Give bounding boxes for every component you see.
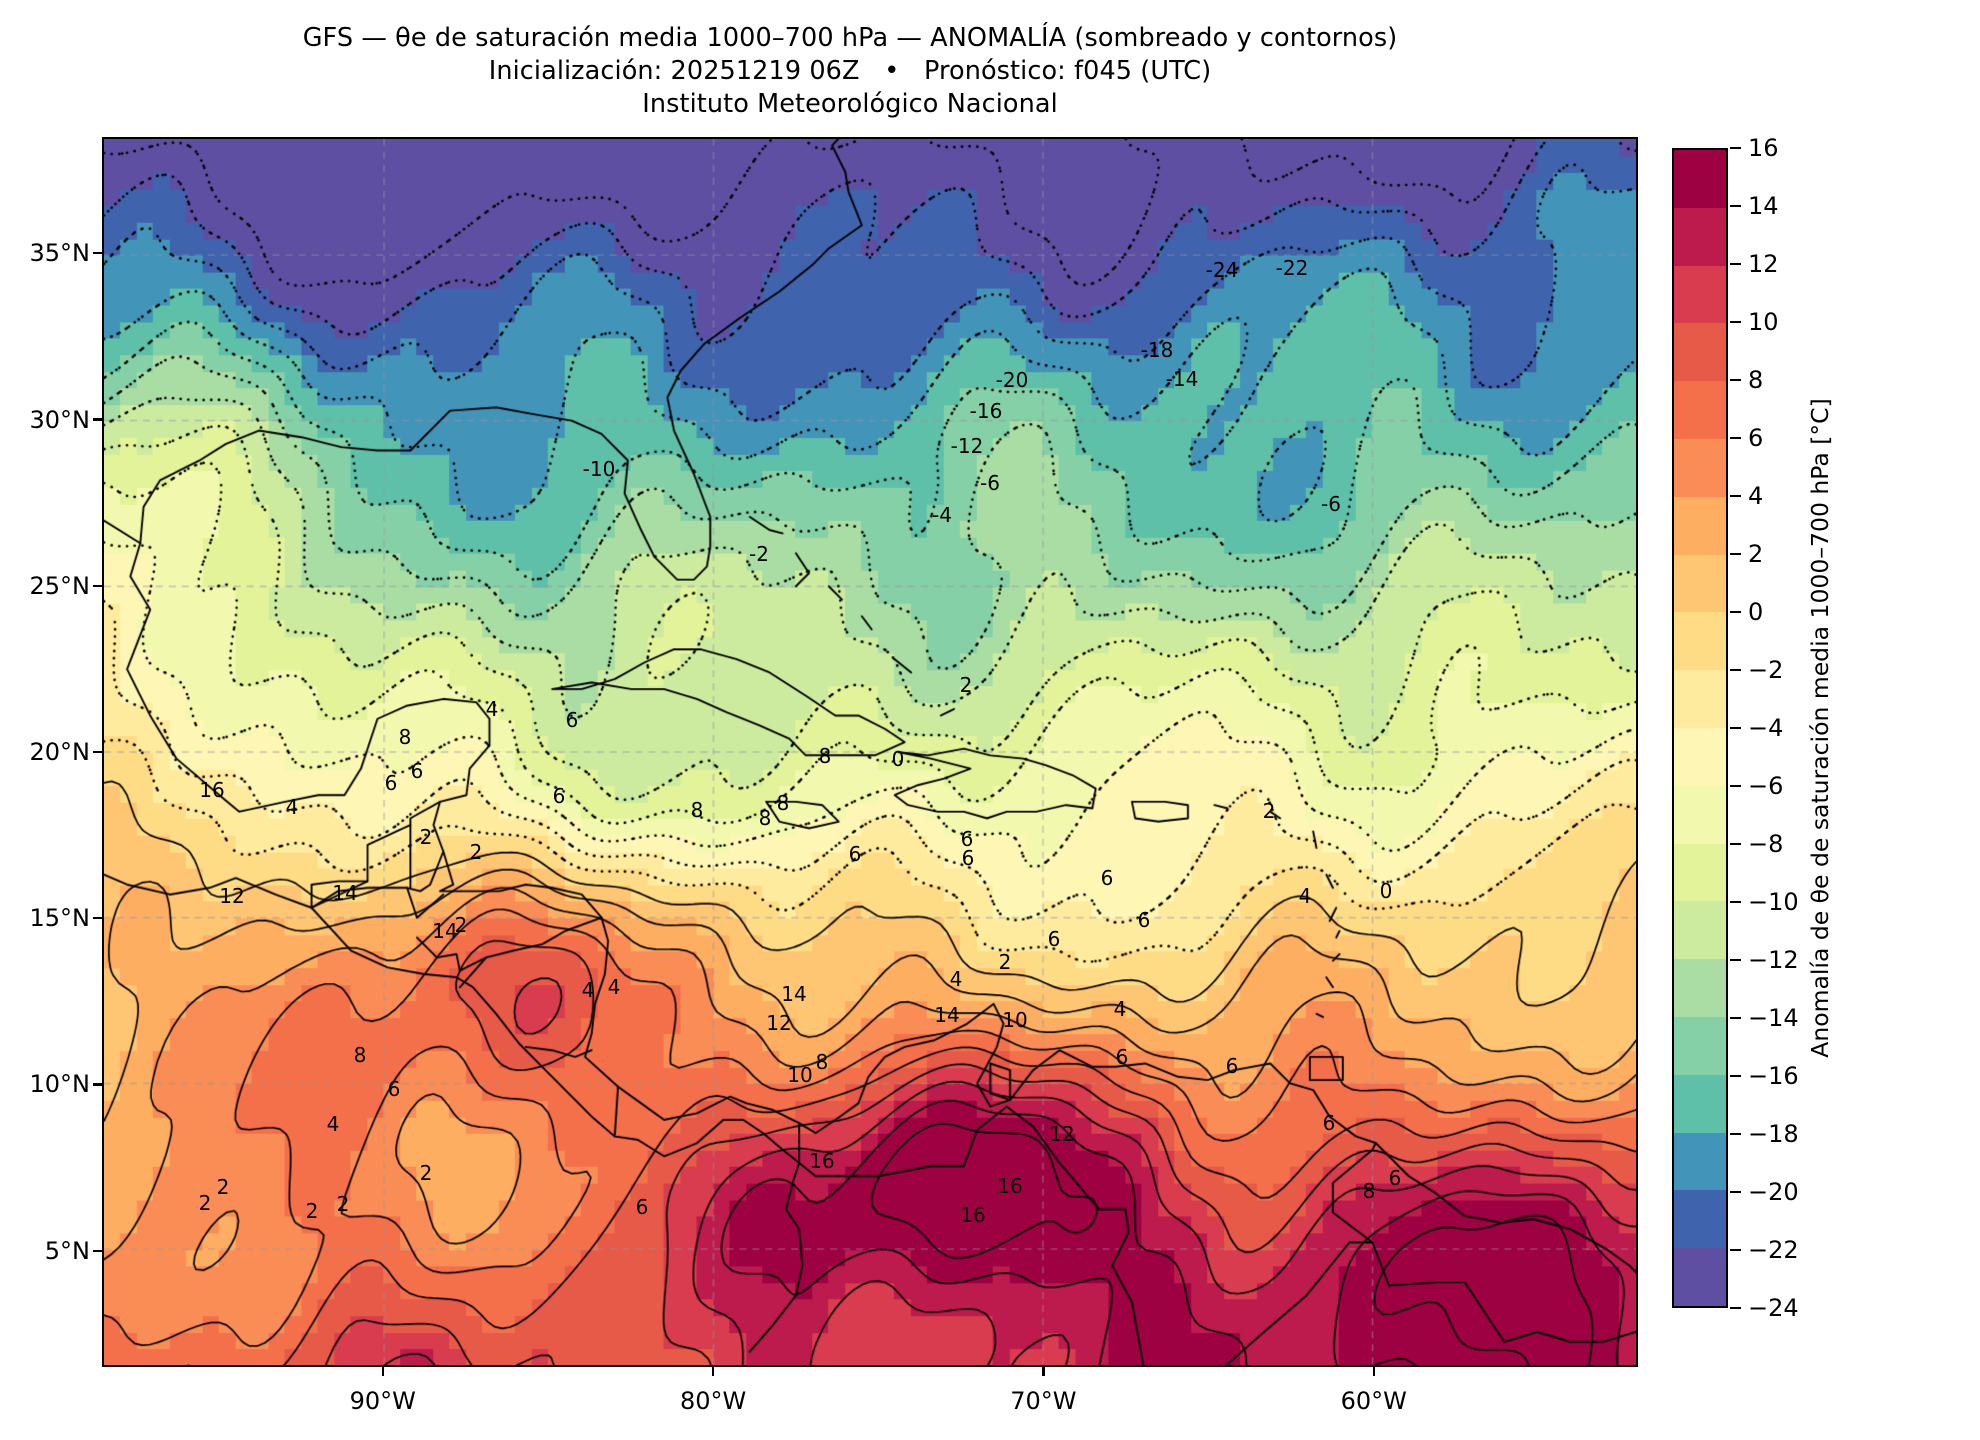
colorbar-band — [1674, 785, 1726, 844]
colorbar-tick-mark — [1730, 842, 1741, 846]
colorbar-tick-mark — [1730, 204, 1741, 208]
longitude-tick-mark — [711, 1367, 715, 1376]
latitude-tick-mark — [93, 1249, 102, 1252]
colorbar-tick-mark — [1730, 1132, 1741, 1136]
colorbar-band — [1674, 612, 1726, 671]
colorbar-tick-label: −8 — [1748, 830, 1784, 858]
colorbar-tick-label: −10 — [1748, 888, 1799, 916]
colorbar-band — [1674, 1016, 1726, 1075]
title-block: GFS — θe de saturación media 1000–700 hP… — [0, 22, 1700, 121]
colorbar-tick-label: 4 — [1748, 482, 1764, 510]
latitude-tick-label: 25°N — [29, 571, 91, 600]
colorbar-tick-label: 8 — [1748, 366, 1764, 394]
colorbar-band — [1674, 1132, 1726, 1191]
colorbar-band — [1674, 554, 1726, 613]
colorbar-band — [1674, 1074, 1726, 1133]
colorbar-tick-label: −6 — [1748, 772, 1784, 800]
colorbar-tick-label: −4 — [1748, 714, 1784, 742]
map-plot-area: -24 -22 -18 -20 -14 -16 -12 -10 -6 -6 -4 -2 2 4 6 8 8 0 6 6… — [102, 137, 1638, 1367]
latitude-tick-label: 5°N — [44, 1236, 90, 1265]
colorbar-tick-label: 14 — [1748, 192, 1779, 220]
colorbar-tick-mark — [1730, 146, 1741, 150]
longitude-tick-label: 70°W — [1010, 1387, 1077, 1415]
colorbar-band — [1674, 496, 1726, 555]
colorbar-band — [1674, 843, 1726, 902]
chart-title-line-1: GFS — θe de saturación media 1000–700 hP… — [302, 23, 1398, 53]
latitude-tick-mark — [93, 584, 102, 587]
colorbar-tick-label: 12 — [1748, 250, 1779, 278]
colorbar-tick-label: −18 — [1748, 1120, 1799, 1148]
colorbar-tick-mark — [1730, 436, 1741, 440]
longitude-tick-label: 90°W — [349, 1387, 416, 1415]
latitude-tick-label: 15°N — [29, 904, 91, 933]
colorbar-band — [1674, 959, 1726, 1017]
latitude-tick-mark — [93, 1083, 102, 1086]
colorbar-tick-label: 16 — [1748, 134, 1779, 162]
colorbar-band — [1674, 381, 1726, 439]
colorbar-tick-mark — [1730, 1248, 1741, 1252]
colorbar-tick-mark — [1730, 958, 1741, 962]
colorbar-tick-mark — [1730, 1306, 1741, 1310]
latitude-tick-label: 20°N — [29, 738, 91, 766]
colorbar-band — [1674, 1248, 1726, 1306]
colorbar-tick-mark — [1730, 610, 1741, 614]
colorbar-band — [1674, 901, 1726, 960]
colorbar-tick-mark — [1730, 378, 1741, 382]
longitude-tick-mark — [1372, 1367, 1375, 1376]
colorbar-band — [1674, 670, 1726, 728]
colorbar-tick-label: −16 — [1748, 1062, 1799, 1090]
colorbar-tick-label: 10 — [1748, 308, 1779, 336]
colorbar-tick-mark — [1730, 1074, 1741, 1078]
colorbar-tick-mark — [1730, 552, 1741, 556]
colorbar-tick-mark — [1730, 1016, 1741, 1020]
colorbar-band — [1674, 265, 1726, 324]
colorbar-tick-mark — [1730, 900, 1741, 904]
colorbar-tick-mark — [1730, 320, 1741, 324]
colorbar-band — [1674, 150, 1726, 208]
chart-title-line-2: Inicialización: 20251219 06Z • Pronóstic… — [488, 56, 1212, 87]
colorbar-tick-mark — [1730, 262, 1741, 266]
colorbar-tick-label: −14 — [1748, 1004, 1799, 1032]
colorbar-band — [1674, 438, 1726, 497]
longitude-tick-label: 60°W — [1340, 1387, 1407, 1415]
colorbar-tick-label: 0 — [1748, 598, 1764, 626]
latitude-tick-mark — [93, 750, 102, 754]
colorbar-tick-label: −20 — [1748, 1178, 1799, 1206]
colorbar-band — [1674, 207, 1726, 266]
colorbar-band — [1674, 323, 1726, 382]
colorbar — [1672, 148, 1728, 1308]
colorbar-tick-label: 2 — [1748, 540, 1764, 568]
latitude-tick-label: 35°N — [29, 239, 91, 268]
colorbar-tick-mark — [1730, 668, 1741, 672]
colorbar-title: Anomalía de θe de saturación media 1000–… — [1806, 398, 1834, 1058]
colorbar-band — [1674, 727, 1726, 786]
longitude-tick-label: 80°W — [679, 1387, 747, 1415]
colorbar-tick-label: −12 — [1748, 946, 1799, 974]
contour-line-layer — [104, 139, 1636, 1365]
longitude-tick-mark — [381, 1367, 384, 1376]
colorbar-tick-mark — [1730, 726, 1741, 730]
colorbar-tick-mark — [1730, 1190, 1741, 1194]
latitude-tick-mark — [93, 917, 102, 920]
latitude-tick-label: 30°N — [29, 405, 91, 434]
longitude-tick-mark — [1042, 1367, 1045, 1376]
colorbar-band — [1674, 1190, 1726, 1249]
latitude-tick-label: 10°N — [29, 1070, 91, 1099]
colorbar-tick-label: −2 — [1748, 656, 1784, 684]
chart-title-line-3: Instituto Meteorológico Nacional — [642, 89, 1058, 120]
colorbar-tick-mark — [1730, 494, 1741, 498]
colorbar-tick-label: −22 — [1748, 1236, 1799, 1264]
colorbar-tick-label: 6 — [1748, 424, 1764, 452]
latitude-tick-mark — [93, 418, 102, 421]
colorbar-tick-label: −24 — [1748, 1294, 1799, 1322]
colorbar-tick-mark — [1730, 784, 1741, 788]
latitude-tick-mark — [93, 252, 102, 255]
